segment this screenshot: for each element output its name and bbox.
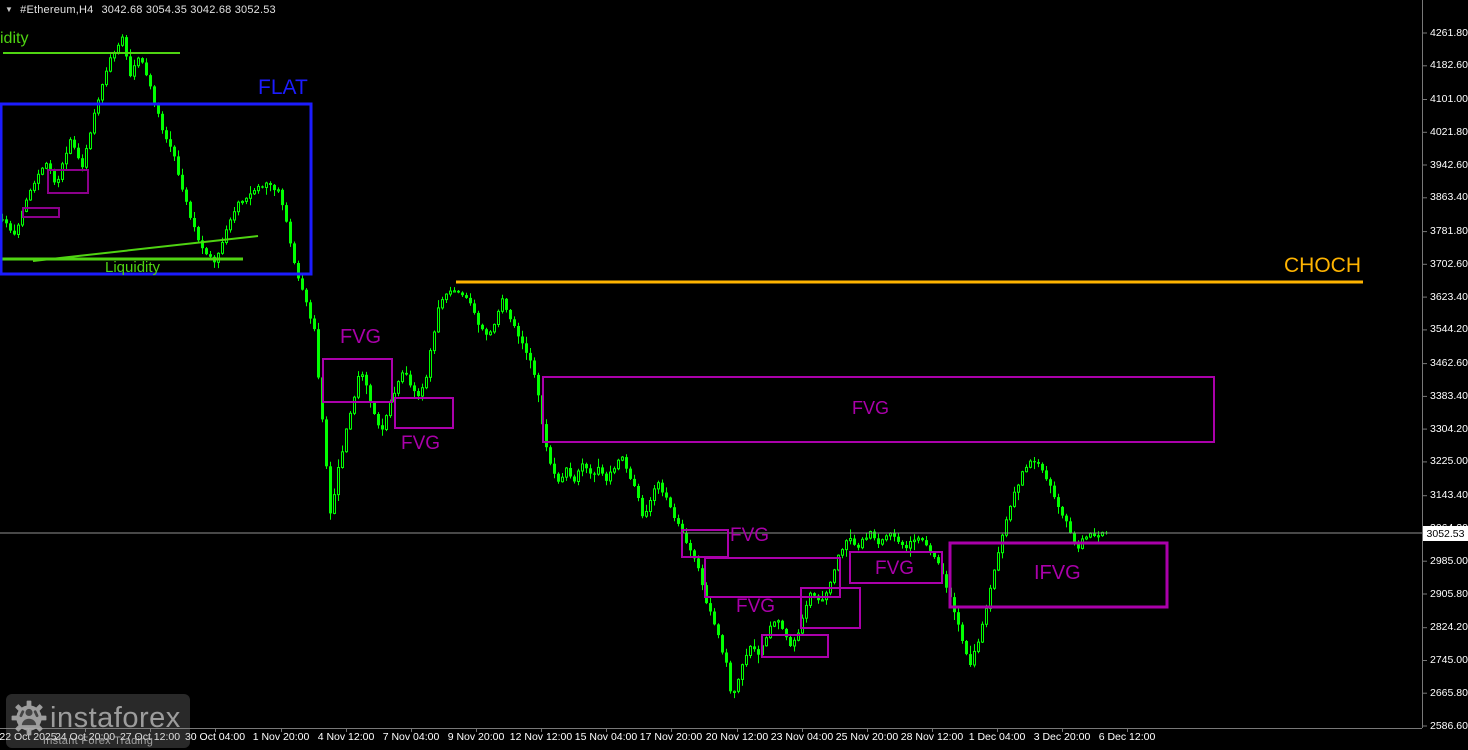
time-tick-label: 9 Nov 20:00 — [447, 731, 505, 743]
axis-frame — [0, 0, 1427, 732]
price-tick-label: 4261.80 — [1430, 26, 1468, 39]
price-tick-label: 2745.00 — [1430, 654, 1468, 666]
price-tick-label: 3702.60 — [1430, 257, 1468, 270]
ob-box-2[interactable] — [22, 207, 60, 218]
fvg-box-6[interactable] — [761, 634, 829, 658]
price-tick-label: 3225.00 — [1430, 455, 1468, 468]
time-tick-label: 17 Nov 20:00 — [639, 731, 703, 743]
fvg-box-5[interactable] — [800, 587, 861, 629]
price-tick-label: 3863.40 — [1430, 191, 1468, 204]
time-tick-label: 12 Nov 12:00 — [509, 731, 573, 743]
price-tick-label: 3781.80 — [1430, 225, 1468, 238]
symbol-timeframe: #Ethereum,H4 — [20, 4, 94, 16]
time-tick-label: 1 Dec 04:00 — [968, 731, 1026, 743]
fvg-box-7[interactable] — [849, 551, 943, 584]
price-tick-label: 4021.80 — [1430, 125, 1468, 138]
candles — [1, 34, 1108, 699]
fvg-box-2[interactable] — [394, 397, 454, 429]
price-tick-label: 3304.20 — [1430, 422, 1468, 435]
fvg-box-big[interactable] — [542, 376, 1215, 443]
price-tick-label: 4101.00 — [1430, 93, 1468, 105]
price-tick-label: 3544.20 — [1430, 323, 1468, 336]
time-tick-label: 28 Nov 12:00 — [900, 731, 964, 743]
current-price-badge: 3052.53 — [1423, 526, 1468, 541]
fvg-box-1[interactable] — [322, 358, 393, 403]
time-tick-label: 1 Nov 20:00 — [252, 731, 310, 743]
price-tick-label: 2905.80 — [1430, 587, 1468, 600]
watermark-brand: instaforex — [50, 701, 181, 734]
time-tick-label: 20 Nov 12:00 — [705, 731, 769, 743]
price-tick-label: 2824.20 — [1430, 621, 1468, 634]
time-tick-label: 6 Dec 12:00 — [1098, 731, 1156, 743]
price-tick-label: 4182.60 — [1430, 59, 1468, 72]
ifvg-box[interactable] — [948, 541, 1169, 609]
time-tick-label: 4 Nov 12:00 — [317, 731, 375, 743]
price-tick-label: 2586.60 — [1430, 719, 1468, 732]
price-tick-label: 2985.00 — [1430, 554, 1468, 567]
chevron-down-icon[interactable]: ▼ — [5, 5, 14, 14]
time-tick-label: 22 Oct 2025 — [0, 731, 57, 743]
ob-box-1[interactable] — [47, 169, 89, 194]
current-price-value: 3052.53 — [1426, 527, 1465, 540]
fvg-box-4[interactable] — [704, 557, 841, 598]
instaforex-logo-icon — [11, 700, 47, 736]
price-tick-label: 3143.40 — [1430, 489, 1468, 502]
time-tick-label: 25 Nov 20:00 — [835, 731, 899, 743]
price-tick-label: 3383.40 — [1430, 389, 1468, 402]
price-tick-label: 3942.60 — [1430, 158, 1468, 171]
chart-title: ▼ #Ethereum,H4 3042.68 3054.35 3042.68 305… — [5, 4, 276, 16]
watermark-tagline: Instant Forex Trading — [42, 735, 154, 747]
time-tick-label: 3 Dec 20:00 — [1033, 731, 1091, 743]
price-tick-label: 3462.60 — [1430, 357, 1468, 370]
price-tick-label: 2665.80 — [1430, 686, 1468, 699]
instaforex-watermark: instaforex Instant Forex Trading — [6, 694, 190, 748]
ohlc-values: 3042.68 3054.35 3042.68 3052.53 — [101, 4, 276, 16]
price-tick-label: 3623.40 — [1430, 290, 1468, 303]
time-tick-label: 7 Nov 04:00 — [382, 731, 440, 743]
time-tick-label: 24 Oct 20:00 — [54, 731, 116, 743]
trend-line[interactable] — [32, 235, 259, 262]
time-tick-label: 30 Oct 04:00 — [184, 731, 246, 743]
time-tick-label: 15 Nov 04:00 — [574, 731, 638, 743]
time-tick-label: 23 Nov 04:00 — [770, 731, 834, 743]
time-tick-label: 27 Oct 12:00 — [119, 731, 181, 743]
flat-box[interactable] — [0, 102, 313, 276]
